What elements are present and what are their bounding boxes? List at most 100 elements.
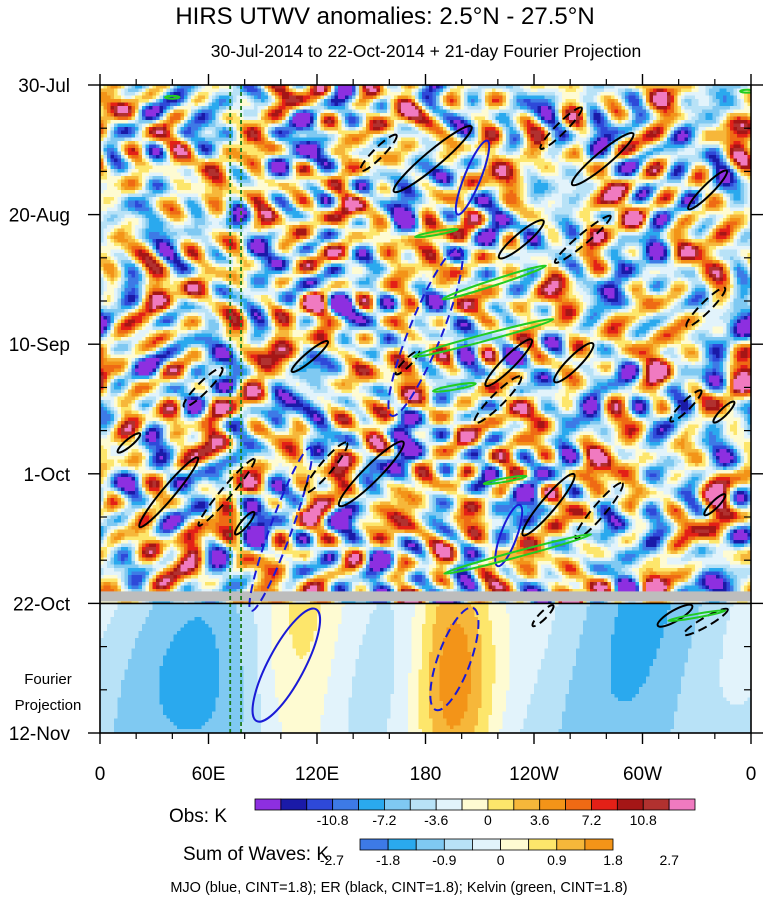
kelvin-contour-39 <box>443 533 593 575</box>
er-contour-12 <box>497 219 545 260</box>
y-tick-label: 30-Jul <box>18 76 70 97</box>
colorbar-swatch <box>591 798 618 811</box>
er-contour-28 <box>574 481 624 540</box>
mjo-contour-1 <box>454 139 491 216</box>
obs-colorbar-label: Obs: K <box>169 806 227 827</box>
er-contour-17 <box>553 342 595 384</box>
er-contour-31 <box>703 493 727 517</box>
colorbar-swatch <box>513 798 541 811</box>
er-contour-24 <box>337 440 405 508</box>
colorbar-swatch <box>306 798 334 811</box>
kelvin-contour-42 <box>164 94 181 100</box>
y-tick-label: 22-Oct <box>13 594 71 615</box>
x-tick-label: 0 <box>95 764 106 785</box>
colorbar-swatch <box>254 798 282 811</box>
colorbar-swatch <box>528 838 558 851</box>
colorbar-tick-label: -2.7 <box>320 852 344 868</box>
x-tick-label: 60W <box>623 764 662 785</box>
kelvin-contour-35 <box>441 264 547 301</box>
colorbar-tick-label: -0.9 <box>432 852 456 868</box>
colorbar-swatch <box>500 838 530 851</box>
y-tick-label: 12-Nov <box>9 724 71 745</box>
colorbar-tick-label: -10.8 <box>317 812 349 828</box>
colorbar-swatch <box>461 798 489 811</box>
x-tick-label: 60E <box>192 764 226 785</box>
projection-label-line1: Fourier <box>24 671 72 688</box>
er-contour-33 <box>682 607 729 637</box>
x-tick-label: 0 <box>746 764 757 785</box>
sum-colorbar-label: Sum of Waves: K <box>183 844 329 865</box>
colorbar-swatch <box>642 798 670 811</box>
colorbar-swatch <box>332 798 359 811</box>
x-tick-label: 120W <box>509 764 559 785</box>
er-contour-11 <box>553 214 612 264</box>
colorbar-tick-label: 0 <box>484 812 492 828</box>
colorbar-tick-label: -3.6 <box>424 812 448 828</box>
mjo-contour-2 <box>387 246 464 417</box>
er-contour-9 <box>539 106 583 150</box>
kelvin-contour-38 <box>414 227 459 239</box>
er-contour-22 <box>197 457 256 527</box>
x-tick-label: 120E <box>295 764 339 785</box>
er-contour-26 <box>233 510 256 536</box>
colorbar-swatch <box>435 798 463 811</box>
colorbar-tick-label: 3.6 <box>530 812 550 828</box>
anomaly-heatmap <box>100 85 751 733</box>
mjo-contour-4 <box>251 607 322 723</box>
wave-contours <box>116 88 751 723</box>
obs-colorbar: Obs: K -10.8 -7.2 -3.6 0 3.6 7.2 10.8 <box>169 798 696 828</box>
mjo-contour-5 <box>429 606 480 712</box>
colorbar-swatch <box>358 798 385 811</box>
colorbar-tick-label: -1.8 <box>376 852 400 868</box>
er-contour-15 <box>484 338 534 388</box>
projection-boundary-band <box>100 591 751 602</box>
mjo-contour-6 <box>494 503 524 568</box>
colorbar-tick-label: 0 <box>497 852 505 868</box>
colorbar-tick-label: 2.7 <box>659 852 679 868</box>
er-contour-25 <box>116 432 142 454</box>
er-contour-34 <box>531 604 555 628</box>
colorbar-swatch <box>384 798 411 811</box>
x-tick-labels: 0 60E 120E 180 120W 60W 0 <box>95 764 757 785</box>
colorbar-swatch <box>415 838 445 851</box>
kelvin-contour-37 <box>432 382 477 393</box>
kelvin-contour-40 <box>482 474 528 486</box>
y-tick-label: 1-Oct <box>24 465 71 486</box>
axis-ticks <box>88 74 763 744</box>
er-contour-8 <box>359 133 398 173</box>
reference-lines <box>229 85 242 733</box>
colorbar-tick-label: -7.2 <box>372 812 396 828</box>
colorbar-tick-label: 0.9 <box>547 852 567 868</box>
colorbar-swatch <box>280 798 308 811</box>
colorbar-swatch <box>487 798 515 811</box>
er-contour-21 <box>138 456 200 529</box>
colorbar-swatch <box>616 798 644 811</box>
x-tick-label: 180 <box>410 764 442 785</box>
chart-subtitle: 30-Jul-2014 to 22-Oct-2014 + 21-day Four… <box>211 41 641 61</box>
y-tick-labels: 30-Jul 20-Aug 10-Sep 1-Oct 22-Oct 12-Nov <box>9 76 71 745</box>
er-contour-18 <box>290 340 330 373</box>
colorbar-tick-label: 10.8 <box>630 812 657 828</box>
er-contour-19 <box>394 349 421 376</box>
colorbar-swatch <box>556 838 586 851</box>
colorbar-swatch <box>565 798 592 811</box>
kelvin-contour-36 <box>412 318 555 358</box>
colorbar-swatch <box>443 838 473 851</box>
er-contour-14 <box>685 286 727 328</box>
colorbar-tick-label: 7.2 <box>582 812 602 828</box>
er-contour-13 <box>687 169 729 211</box>
er-contour-10 <box>570 131 635 187</box>
chart-title: HIRS UTWV anomalies: 2.5°N - 27.5°N <box>175 3 594 30</box>
mjo-contour-3 <box>248 446 314 612</box>
colorbar-swatch <box>409 798 437 811</box>
er-contour-16 <box>473 375 523 425</box>
kelvin-contour-43 <box>739 88 751 94</box>
colorbar-tick-label: 1.8 <box>603 852 623 868</box>
er-contour-27 <box>521 472 576 537</box>
projection-label-line2: Projection <box>15 697 82 714</box>
er-contour-23 <box>303 441 349 494</box>
plot-area: 30-Jul 20-Aug 10-Sep 1-Oct 22-Oct 12-Nov 0 60E… <box>9 74 763 785</box>
er-contour-20 <box>182 366 224 408</box>
colorbar-swatch <box>539 798 566 811</box>
